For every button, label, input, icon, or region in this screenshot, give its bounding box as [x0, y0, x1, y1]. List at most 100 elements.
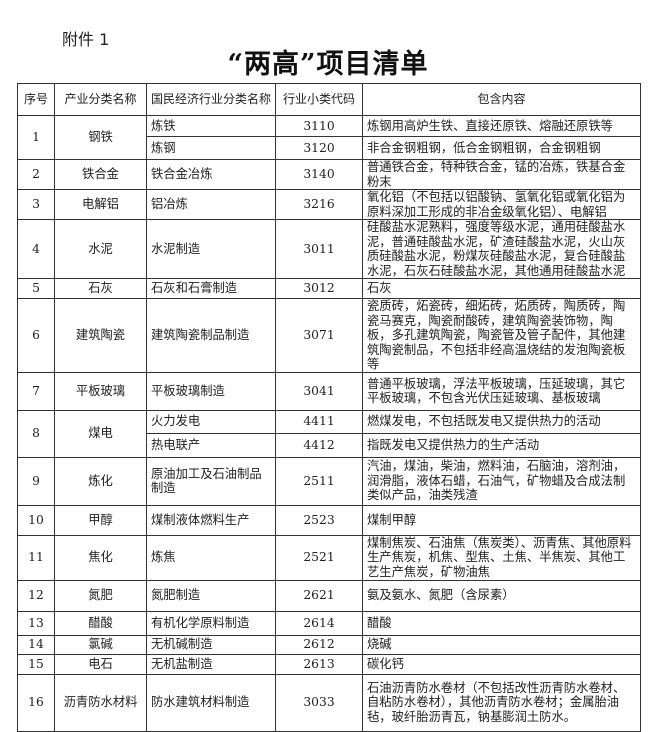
seq-cell: 9	[17, 456, 55, 506]
industry-cell: 电解铝	[54, 189, 147, 220]
national-class-cell: 平板玻璃制造	[146, 371, 276, 411]
seq-cell: 6	[17, 298, 55, 373]
seq-cell: 5	[17, 278, 55, 299]
seq-cell: 13	[17, 610, 55, 636]
seq-cell: 4	[17, 219, 55, 279]
header-content: 包含内容	[362, 83, 641, 116]
table-row: 16 沥青防水材料 防水建筑材料制造 3033 石油沥青防水卷材（不包括改性沥青防水卷材…	[17, 673, 641, 732]
content-cell: 非合金钢粗钢，低合金钢粗钢，合金钢粗钢	[362, 136, 641, 160]
code-cell: 3216	[275, 189, 363, 220]
content-cell: 氧化铝（不包括以铝酸钠、氢氧化铝或氧化铝为原料深加工形成的非冶金级氧化铝）、电解…	[362, 189, 641, 220]
code-cell: 2523	[275, 504, 363, 536]
industry-cell: 水泥	[54, 219, 147, 279]
seq-cell: 11	[17, 534, 55, 581]
national-class-cell: 铝冶炼	[146, 189, 276, 220]
seq-cell: 12	[17, 579, 55, 612]
table-row: 1 钢铁 炼铁 3110 炼钢用高炉生铁、直接还原铁、熔融还原铁等	[17, 115, 641, 160]
table-row: 15 电石 无机盐制造 2613 碳化钙	[17, 653, 641, 675]
code-cell: 3110	[275, 115, 363, 137]
table-row: 14 氯碱 无机碱制造 2612 烧碱	[17, 634, 641, 655]
header-seq: 序号	[17, 83, 55, 116]
national-class-cell: 防水建筑材料制造	[146, 673, 276, 732]
seq-cell: 16	[17, 673, 55, 732]
project-list-table: 序号 产业分类名称 国民经济行业分类名称 行业小类代码 包含内容 1 钢铁 炼铁 31…	[17, 83, 641, 732]
header-industry: 产业分类名称	[54, 83, 147, 116]
table-row: 6 建筑陶瓷 建筑陶瓷制品制造 3071 瓷质砖，炻瓷砖，细炻砖，炻质砖，陶质砖，陶瓷马…	[17, 298, 641, 373]
document-title: “两高”项目清单	[227, 49, 429, 80]
code-cell: 2614	[275, 610, 363, 636]
code-cell: 3120	[275, 136, 363, 160]
header-national-class: 国民经济行业分类名称	[146, 83, 276, 116]
content-cell: 燃煤发电，不包括既发电又提供热力的活动	[362, 409, 641, 434]
code-cell: 3012	[275, 278, 363, 299]
header-code: 行业小类代码	[275, 83, 363, 116]
content-cell: 石油沥青防水卷材（不包括改性沥青防水卷材、自粘防水卷材），其他沥青防水卷材；金属…	[362, 673, 641, 732]
seq-cell: 14	[17, 634, 55, 655]
national-class-cell: 煤制液体燃料生产	[146, 504, 276, 536]
industry-cell: 电石	[54, 653, 147, 675]
attachment-label: 附件 1	[62, 30, 110, 49]
table-row: 8 煤电 火力发电 4411 燃煤发电，不包括既发电又提供热力的活动	[17, 409, 641, 458]
seq-cell: 1	[17, 115, 55, 160]
national-class-cell: 炼铁	[146, 115, 276, 137]
code-cell: 3071	[275, 298, 363, 373]
national-class-cell: 火力发电	[146, 409, 276, 434]
content-cell: 普通平板玻璃，浮法平板玻璃，压延玻璃，其它平板玻璃，不包含光伏压延玻璃、基板玻璃	[362, 371, 641, 411]
industry-cell: 煤电	[54, 409, 147, 458]
national-class-cell: 原油加工及石油制品制造	[146, 456, 276, 506]
code-cell: 4411	[275, 409, 363, 434]
table-row: 4 水泥 水泥制造 3011 硅酸盐水泥熟料，强度等级水泥，通用硅酸盐水泥，普通硅酸盐水…	[17, 219, 641, 279]
content-cell: 炼钢用高炉生铁、直接还原铁、熔融还原铁等	[362, 115, 641, 137]
code-cell: 2511	[275, 456, 363, 506]
table-row: 热电联产 4412 指既发电又提供热力的生产活动	[18, 432, 641, 458]
seq-cell: 10	[17, 504, 55, 536]
seq-cell: 15	[17, 653, 55, 675]
industry-cell: 焦化	[54, 534, 147, 581]
industry-cell: 炼化	[54, 456, 147, 506]
national-class-cell: 炼焦	[146, 534, 276, 581]
code-cell: 2621	[275, 579, 363, 612]
national-class-cell: 水泥制造	[146, 219, 276, 279]
table-row: 13 醋酸 有机化学原料制造 2614 醋酸	[17, 610, 641, 636]
seq-cell: 3	[17, 189, 55, 220]
table-row: 11 焦化 炼焦 2521 煤制焦炭、石油焦（焦炭类）、沥青焦、其他原料生产焦炭，机焦、…	[17, 534, 641, 581]
code-cell: 4412	[275, 432, 363, 458]
table-row: 7 平板玻璃 平板玻璃制造 3041 普通平板玻璃，浮法平板玻璃，压延玻璃，其它平板玻璃…	[17, 371, 641, 411]
industry-cell: 铁合金	[54, 159, 147, 190]
seq-cell: 8	[17, 409, 55, 458]
content-cell: 煤制焦炭、石油焦（焦炭类）、沥青焦、其他原料生产焦炭，机焦、型焦、土焦、半焦炭、…	[362, 534, 641, 581]
seq-cell: 7	[17, 371, 55, 411]
industry-cell: 沥青防水材料	[54, 673, 147, 732]
industry-cell: 石灰	[54, 278, 147, 299]
national-class-cell: 炼钢	[146, 136, 276, 160]
code-cell: 2612	[275, 634, 363, 655]
content-cell: 醋酸	[362, 610, 641, 636]
national-class-cell: 无机盐制造	[146, 653, 276, 675]
national-class-cell: 有机化学原料制造	[146, 610, 276, 636]
industry-cell: 平板玻璃	[54, 371, 147, 411]
table-row: 炼钢 3120 非合金钢粗钢，低合金钢粗钢，合金钢粗钢	[18, 136, 641, 160]
code-cell: 3041	[275, 371, 363, 411]
national-class-cell: 无机碱制造	[146, 634, 276, 655]
industry-cell: 甲醇	[54, 504, 147, 536]
national-class-cell: 铁合金冶炼	[146, 159, 276, 190]
code-cell: 3140	[275, 159, 363, 190]
table-row: 10 甲醇 煤制液体燃料生产 2523 煤制甲醇	[17, 504, 641, 536]
industry-cell: 钢铁	[54, 115, 147, 160]
industry-cell: 建筑陶瓷	[54, 298, 147, 373]
content-cell: 瓷质砖，炻瓷砖，细炻砖，炻质砖，陶质砖，陶瓷马赛克，陶瓷耐酸砖，建筑陶瓷装饰物，…	[362, 298, 641, 373]
table-row: 3 电解铝 铝冶炼 3216 氧化铝（不包括以铝酸钠、氢氧化铝或氧化铝为原料深加工形成的…	[17, 189, 641, 220]
content-cell: 煤制甲醇	[362, 504, 641, 536]
seq-cell: 2	[17, 159, 55, 190]
code-cell: 2521	[275, 534, 363, 581]
content-cell: 石灰	[362, 278, 641, 299]
national-class-cell: 热电联产	[146, 432, 276, 458]
table-header-row: 序号 产业分类名称 国民经济行业分类名称 行业小类代码 包含内容	[17, 83, 641, 116]
content-cell: 汽油，煤油，柴油，燃料油，石脑油，溶剂油，润滑脂，液体石蜡，石油气，矿物蜡及合成…	[362, 456, 641, 506]
industry-cell: 醋酸	[54, 610, 147, 636]
content-cell: 普通铁合金，特种铁合金，锰的冶炼，铁基合金粉末	[362, 159, 641, 190]
industry-cell: 氯碱	[54, 634, 147, 655]
content-cell: 指既发电又提供热力的生产活动	[362, 432, 641, 458]
code-cell: 3011	[275, 219, 363, 279]
code-cell: 3033	[275, 673, 363, 732]
